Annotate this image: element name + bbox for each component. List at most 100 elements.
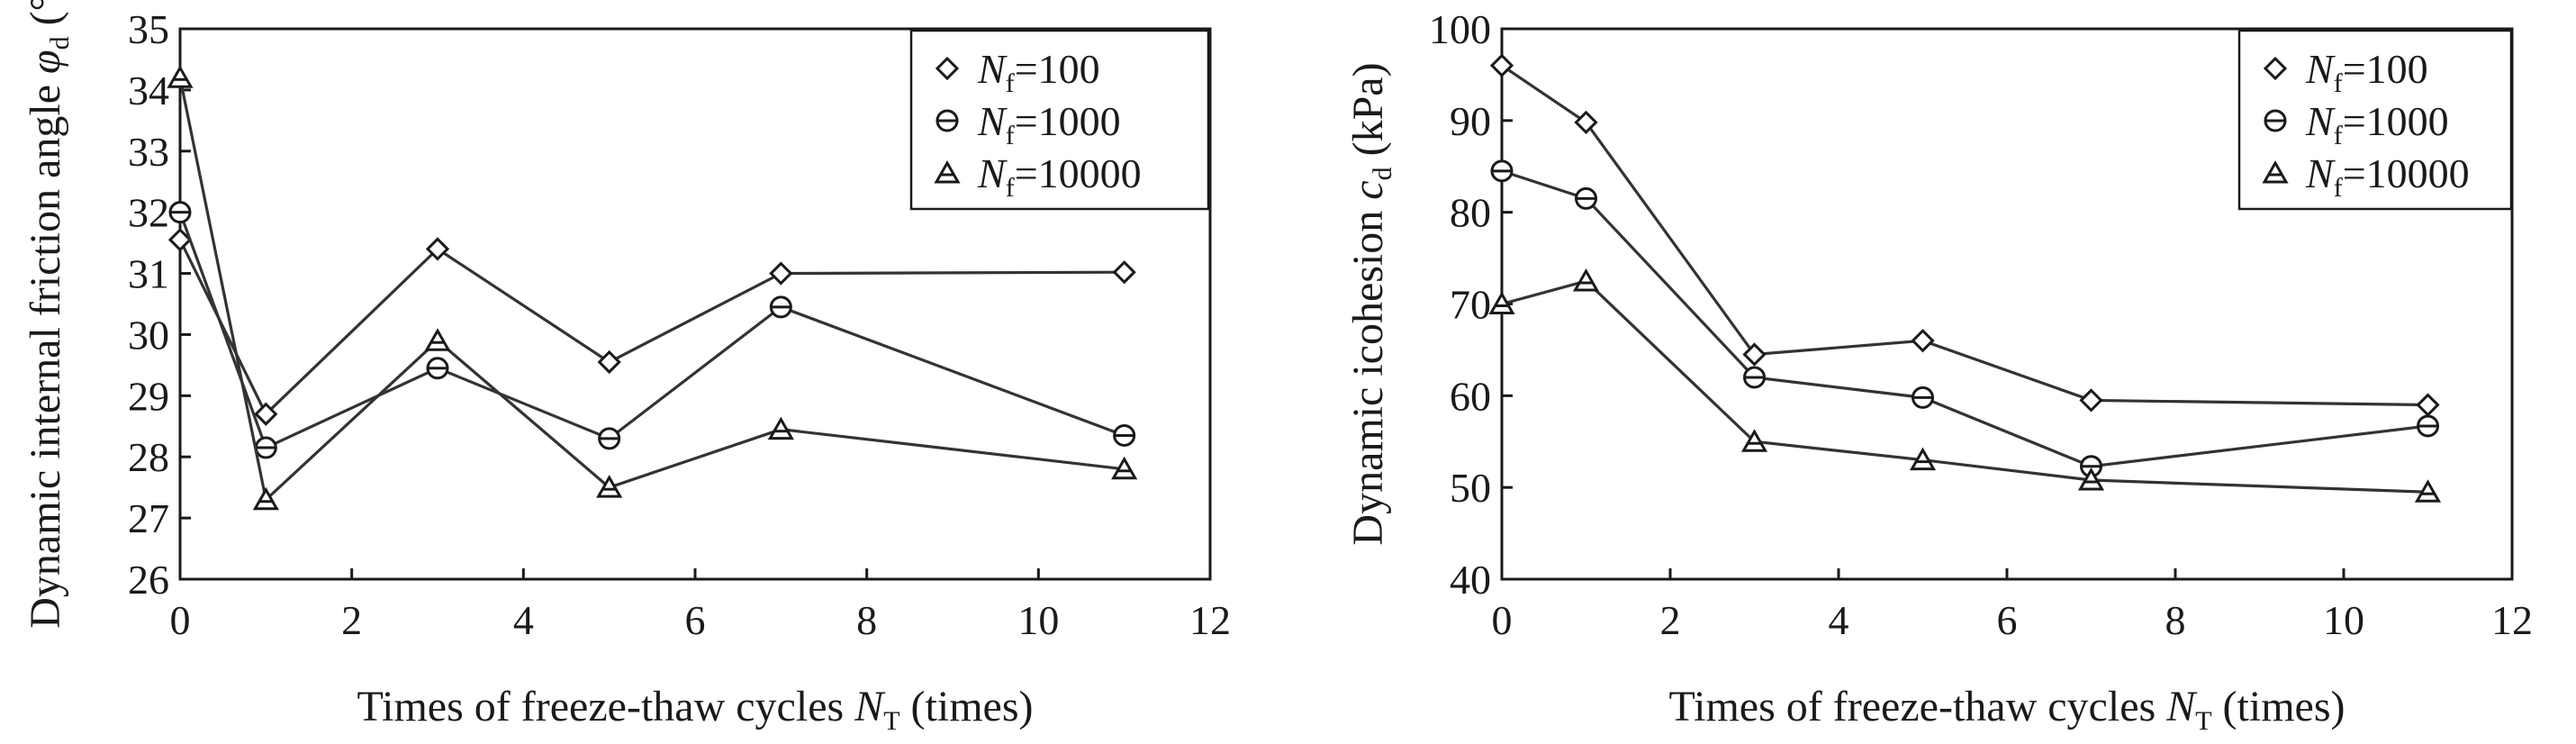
chart-2: 0 2 4 6 8 10 12 40 50 60 70 80 90 100 Times of freeze-… bbox=[1344, 6, 2533, 736]
y-tick-label: 80 bbox=[1450, 190, 1491, 236]
y-tick-label: 31 bbox=[128, 251, 169, 297]
legend-label: Nf=100 bbox=[977, 46, 1100, 98]
y-tick-label: 27 bbox=[128, 495, 169, 541]
data-point bbox=[424, 328, 451, 351]
data-point bbox=[426, 357, 449, 380]
x-tick-label: 2 bbox=[1660, 597, 1681, 643]
data-point bbox=[252, 486, 279, 511]
x-axis-label: Times of freeze-thaw cycles NT (times) bbox=[357, 683, 1034, 736]
x-tick-label: 4 bbox=[513, 597, 534, 643]
y-tick-label: 28 bbox=[128, 434, 169, 480]
legend-item: Nf=10000 bbox=[2262, 150, 2470, 203]
x-tick-label: 8 bbox=[2165, 597, 2186, 643]
legend-marker bbox=[934, 159, 961, 184]
data-point bbox=[167, 228, 193, 252]
y-tick-label: 40 bbox=[1450, 557, 1491, 603]
x-tick-label: 0 bbox=[170, 597, 191, 643]
y-axis-label: Dynamic icohesion cd (kPa) bbox=[1344, 62, 1397, 545]
data-point bbox=[1742, 342, 1767, 367]
legend-item: Nf=100 bbox=[2263, 46, 2428, 98]
legend-item: Nf=100 bbox=[935, 46, 1100, 98]
x-tick-label: 12 bbox=[2491, 597, 2533, 643]
data-point bbox=[596, 475, 623, 498]
y-tick-label: 100 bbox=[1429, 6, 1491, 52]
data-point bbox=[2079, 388, 2103, 413]
data-point bbox=[254, 436, 277, 459]
y-axis-label: Dynamic internal friction angle φd (°) bbox=[22, 0, 75, 629]
data-point bbox=[1912, 386, 1934, 409]
series-diamond bbox=[1489, 53, 2440, 417]
data-point bbox=[1111, 456, 1138, 480]
x-tick-label: 2 bbox=[341, 597, 362, 643]
data-point bbox=[769, 295, 792, 319]
data-point bbox=[769, 261, 793, 286]
legend-item: Nf=10000 bbox=[934, 150, 1142, 203]
series-line bbox=[1501, 169, 2428, 468]
series-diamond bbox=[167, 228, 1136, 426]
series-triangle bbox=[167, 65, 1138, 511]
data-point bbox=[168, 201, 192, 224]
data-point bbox=[2416, 393, 2440, 417]
legend-marker bbox=[2262, 159, 2289, 184]
y-tick-label: 50 bbox=[1450, 465, 1491, 511]
y-tick-label: 90 bbox=[1450, 98, 1491, 144]
y-tick-label: 34 bbox=[128, 68, 169, 113]
series-line bbox=[178, 77, 1125, 503]
data-point bbox=[1743, 366, 1766, 389]
data-point bbox=[1113, 423, 1136, 447]
x-tick-label: 10 bbox=[2323, 597, 2364, 643]
x-tick-label: 6 bbox=[685, 597, 706, 643]
data-point bbox=[1575, 186, 1597, 210]
x-tick-label: 0 bbox=[1492, 597, 1513, 643]
series-line bbox=[178, 239, 1125, 417]
series-circle bbox=[1490, 159, 2439, 478]
data-point bbox=[597, 349, 621, 375]
series-circle bbox=[168, 201, 1136, 459]
legend-marker bbox=[935, 109, 959, 132]
chart-1: 0 2 4 6 8 10 12 26 27 28 29 30 31 32 33 34 35 Times of fr… bbox=[22, 0, 1231, 736]
series-line bbox=[178, 212, 1125, 450]
data-point bbox=[1489, 53, 1514, 77]
data-point bbox=[167, 65, 194, 88]
series-line bbox=[1501, 64, 2428, 407]
data-point bbox=[1488, 291, 1515, 314]
legend-marker bbox=[2264, 109, 2287, 132]
y-tick-label: 29 bbox=[128, 373, 169, 419]
data-point bbox=[1572, 268, 1600, 292]
data-point bbox=[2414, 479, 2442, 503]
y-tick-label: 30 bbox=[128, 312, 169, 358]
x-tick-label: 12 bbox=[1189, 597, 1231, 643]
data-point bbox=[1490, 159, 1514, 183]
series-line bbox=[1501, 279, 2428, 494]
data-point bbox=[1740, 429, 1768, 452]
legend-label: Nf=10000 bbox=[2305, 150, 2470, 203]
data-point bbox=[254, 402, 278, 426]
data-point bbox=[2417, 414, 2439, 438]
y-tick-label: 32 bbox=[128, 190, 169, 236]
legend-label: Nf=1000 bbox=[977, 98, 1121, 150]
data-point bbox=[767, 416, 794, 440]
legend-label: Nf=10000 bbox=[977, 150, 1142, 203]
legend-marker bbox=[935, 56, 960, 81]
x-tick-label: 4 bbox=[1829, 597, 1849, 643]
y-tick-label: 26 bbox=[128, 557, 169, 603]
data-point bbox=[1574, 110, 1598, 134]
legend-item: Nf=1000 bbox=[935, 98, 1121, 150]
x-tick-label: 10 bbox=[1017, 597, 1059, 643]
y-tick-label: 70 bbox=[1450, 282, 1491, 328]
data-point bbox=[598, 427, 621, 450]
legend-box bbox=[909, 29, 1210, 211]
legend-marker bbox=[2263, 56, 2288, 81]
y-tick-label: 35 bbox=[128, 6, 169, 52]
x-axis-label: Times of freeze-thaw cycles NT (times) bbox=[1669, 683, 2346, 736]
x-tick-label: 8 bbox=[856, 597, 877, 643]
y-tick-label: 33 bbox=[128, 129, 169, 175]
legend-label: Nf=100 bbox=[2305, 46, 2428, 98]
series-triangle bbox=[1488, 268, 2442, 503]
data-point bbox=[1911, 329, 1935, 353]
data-point bbox=[1112, 260, 1136, 285]
data-point bbox=[1909, 447, 1937, 471]
